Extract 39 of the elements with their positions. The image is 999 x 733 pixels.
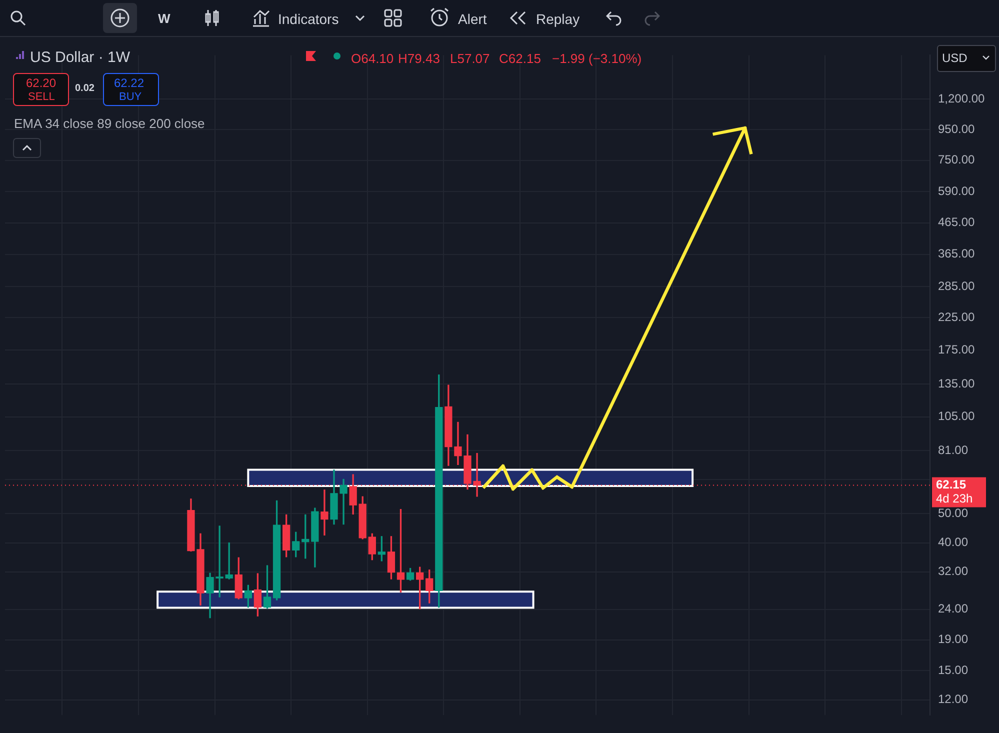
y-tick-label: 19.00 [938, 632, 968, 646]
annotation: SELL [28, 91, 55, 103]
candlestick [320, 490, 328, 536]
annotation: 62.22 [114, 76, 144, 90]
y-tick-label: 15.00 [938, 663, 968, 678]
y-tick-label: 40.00 [938, 535, 968, 550]
text: USD [942, 51, 968, 65]
y-tick-label: 105.00 [938, 409, 976, 424]
text: Indicators [278, 11, 339, 27]
y-tick-label: 225.00 [938, 310, 976, 324]
y-tick-label: 175.00 [938, 342, 976, 357]
annotation: BUY [119, 91, 142, 103]
annotation: L57.07 [450, 51, 490, 66]
text: 4d 23h [936, 492, 973, 506]
y-tick-label: 365.00 [938, 246, 976, 261]
y-tick-label: 24.00 [938, 602, 968, 616]
ref-line-label: 62.15 [936, 478, 966, 492]
y-tick-label: 12.00 [938, 692, 968, 706]
text: W [158, 11, 170, 26]
annotation: EMA 34 close 89 close 200 close [14, 116, 205, 131]
text: Alert [458, 11, 487, 27]
y-tick-label: 590.00 [938, 184, 976, 198]
y-tick-label: 32.00 [938, 564, 968, 578]
y-tick-label: 465.00 [938, 215, 976, 230]
y-tick-label: 50.00 [938, 506, 968, 520]
chart-title: US Dollar · 1W [30, 49, 130, 66]
y-tick-label: 81.00 [938, 443, 968, 458]
annotation: O64.10 [351, 51, 394, 66]
y-tick-label: 135.00 [938, 376, 976, 390]
annotation: −1.99 (−3.10%) [552, 51, 642, 66]
annotation: C62.15 [499, 51, 541, 66]
y-tick-label: 1,200.00 [938, 91, 986, 106]
annotation: 0.02 [75, 83, 94, 94]
y-tick-label: 950.00 [938, 122, 976, 136]
text: Replay [536, 11, 580, 27]
y-tick-label: 285.00 [938, 278, 976, 293]
annotation: H79.43 [398, 51, 440, 66]
annotation: 62.20 [26, 76, 56, 90]
y-tick-label: 750.00 [938, 152, 976, 167]
